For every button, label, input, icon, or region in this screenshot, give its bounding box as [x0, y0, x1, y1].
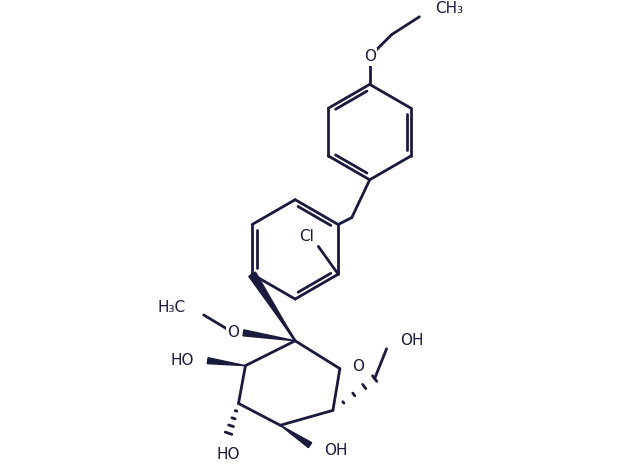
Polygon shape — [243, 330, 295, 341]
Text: O: O — [228, 325, 239, 340]
Text: CH₃: CH₃ — [435, 1, 463, 16]
Text: CH₃: CH₃ — [435, 1, 463, 16]
Text: O: O — [364, 49, 376, 64]
Text: H₃C: H₃C — [157, 299, 186, 314]
Text: OH: OH — [401, 333, 424, 348]
Text: OH: OH — [324, 443, 348, 458]
Text: O: O — [352, 359, 364, 374]
Text: HO: HO — [170, 353, 194, 368]
Polygon shape — [280, 425, 312, 447]
Text: HO: HO — [217, 447, 240, 462]
Polygon shape — [207, 358, 246, 366]
Text: Cl: Cl — [299, 229, 314, 244]
Polygon shape — [249, 272, 295, 341]
